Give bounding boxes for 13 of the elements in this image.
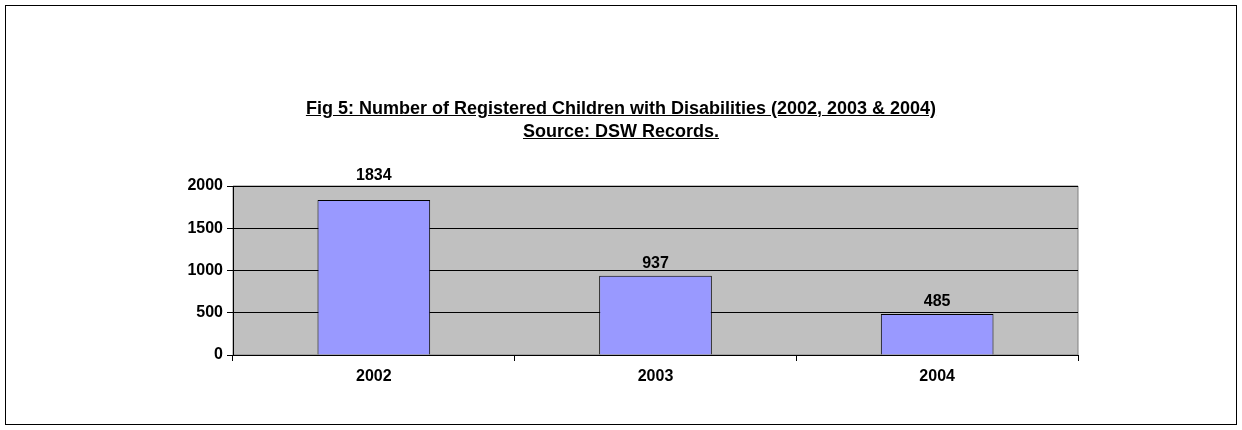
chart-subtitle: Source: DSW Records.: [521, 121, 720, 142]
y-tick-label: 500: [196, 303, 224, 321]
x-tick-label: 2004: [919, 367, 956, 385]
data-label: 485: [923, 292, 951, 310]
y-tick-label: 2000: [187, 176, 224, 194]
data-label: 937: [642, 254, 669, 272]
x-tick-label: 2003: [637, 367, 674, 385]
data-label: 1834: [356, 166, 392, 184]
chart-title: Fig 5: Number of Registered Children with Disabilities (2002, 2003 & 2004): [304, 98, 938, 119]
y-tick-label: 1000: [187, 260, 224, 278]
x-tick-label: 2002: [356, 367, 392, 385]
y-tick-label: 0: [214, 345, 224, 363]
y-tick-label: 1500: [187, 218, 224, 236]
